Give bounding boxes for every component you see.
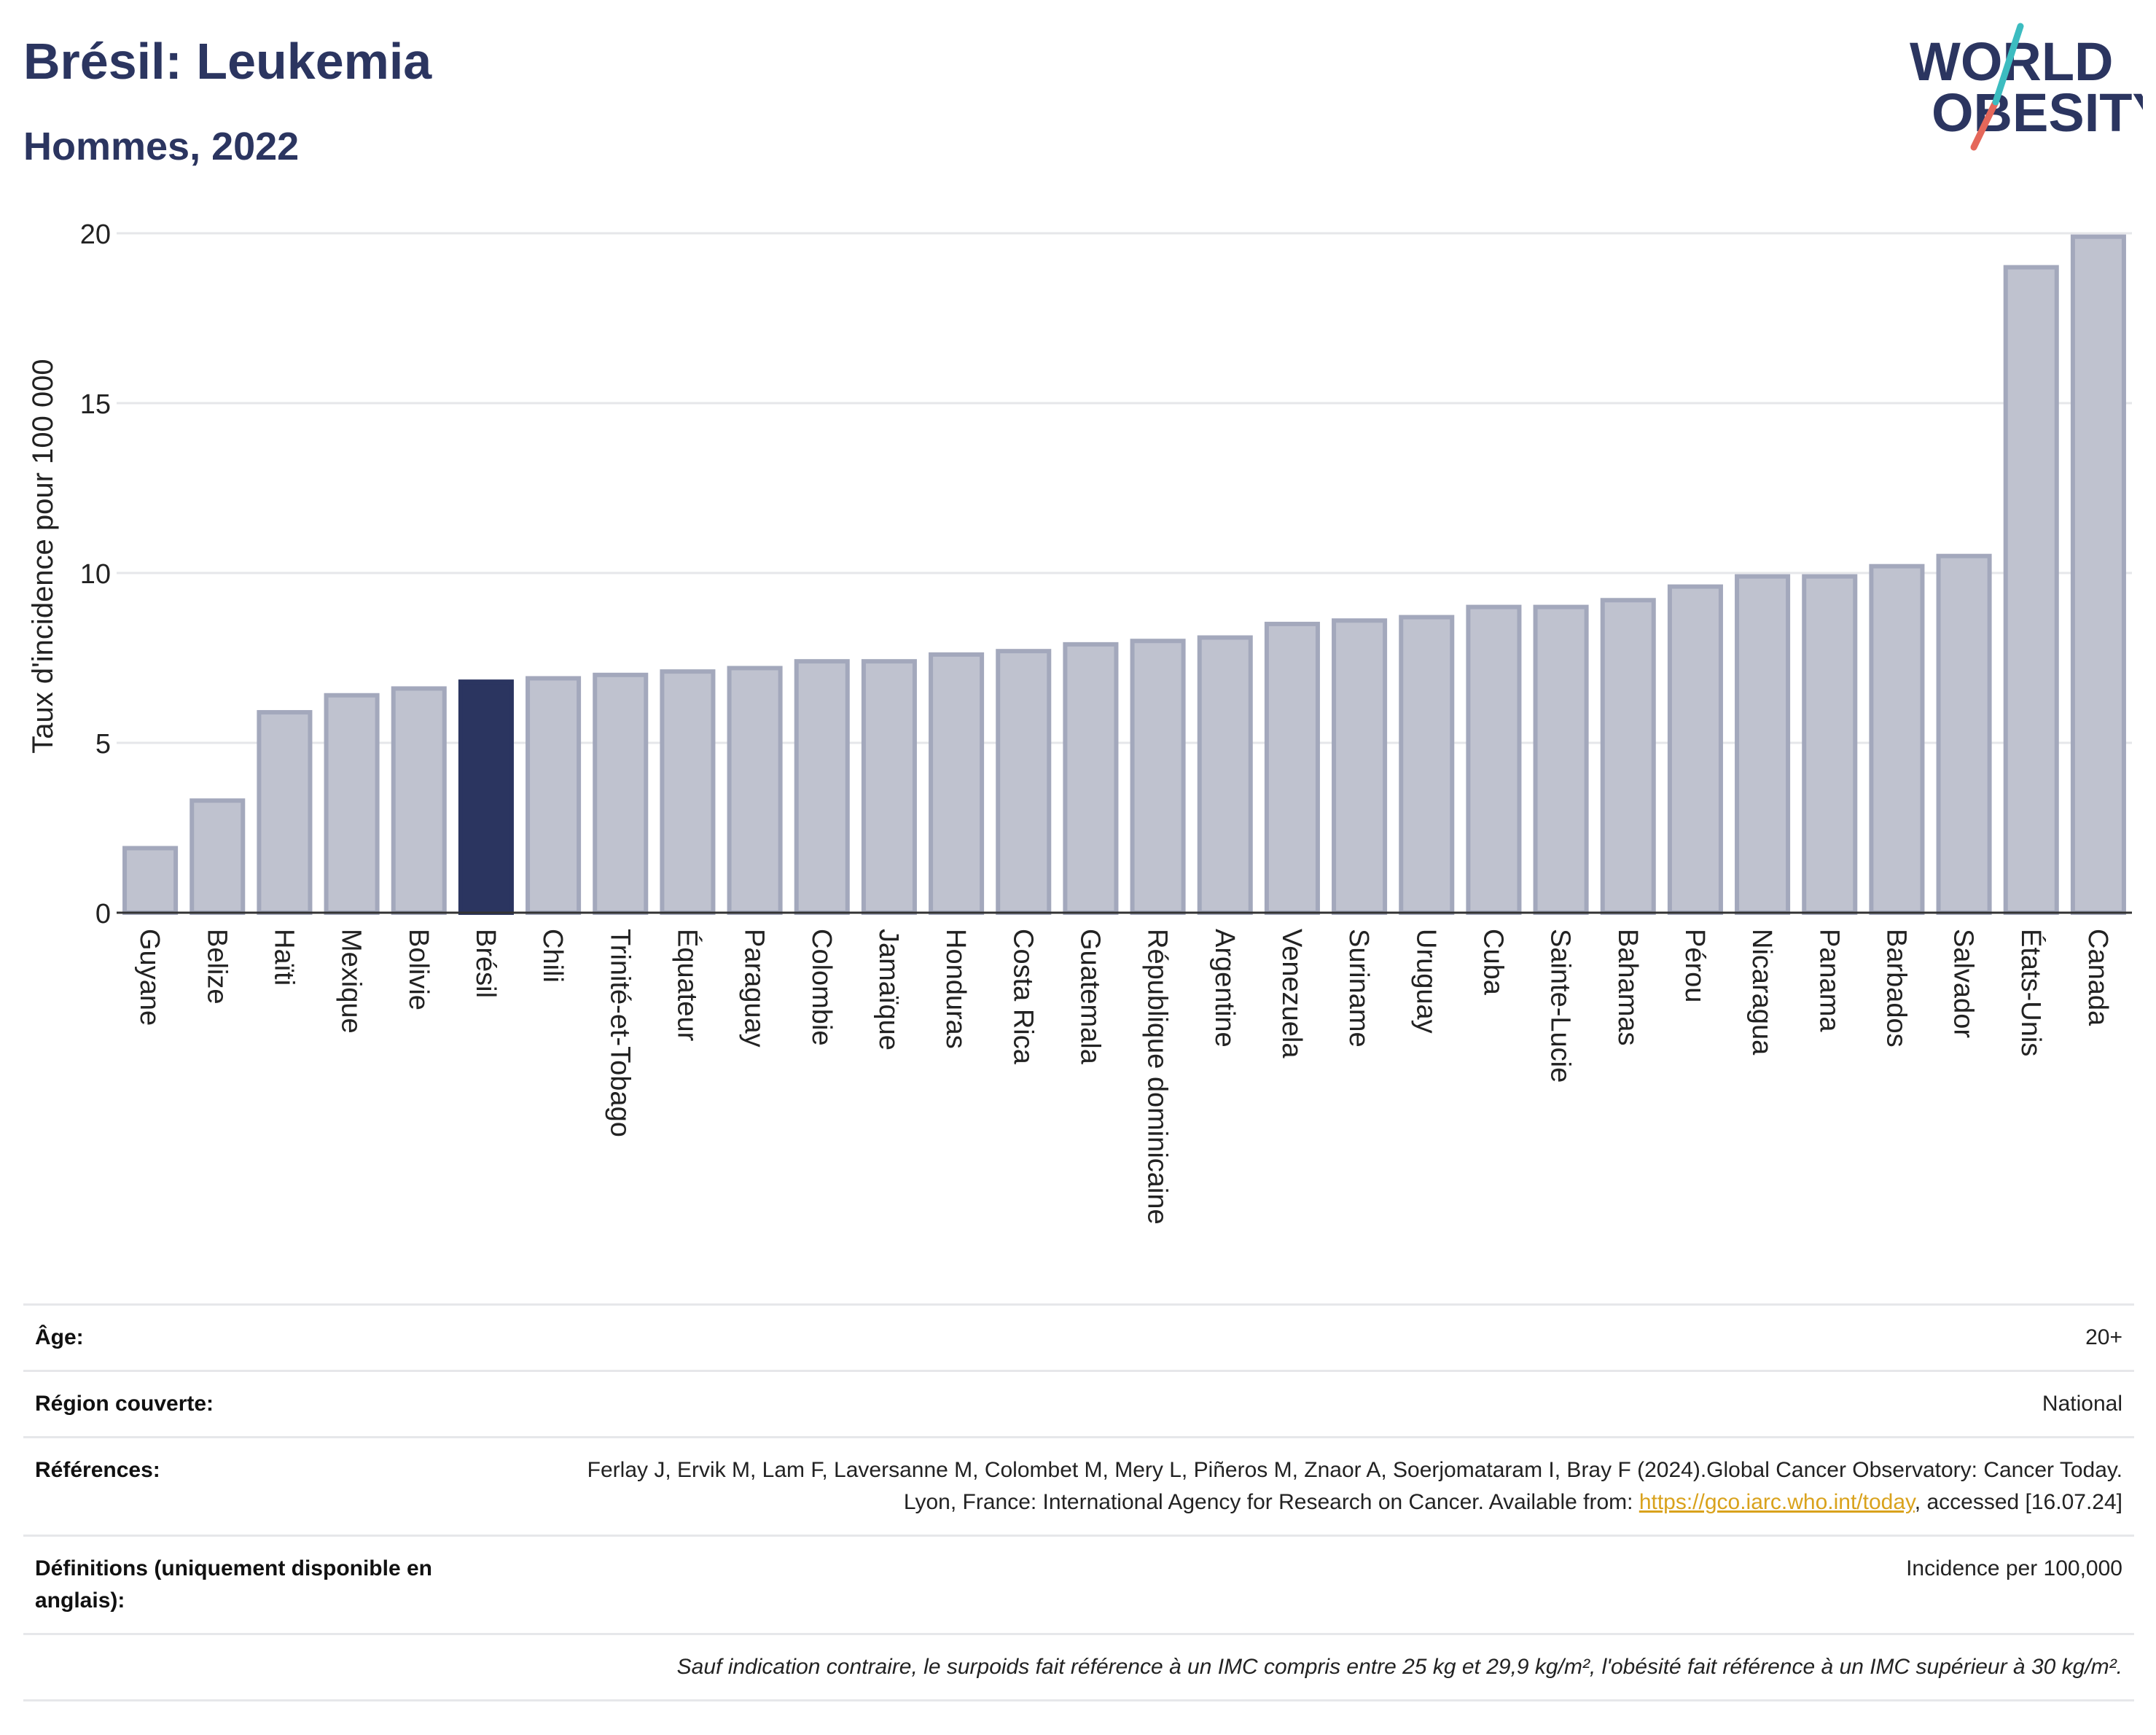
y-axis-ticks: 0 5 10 15 20: [80, 219, 111, 929]
bar-13: [996, 649, 1052, 915]
references-value: Ferlay J, Ervik M, Lam F, Laversanne M, …: [520, 1436, 2134, 1536]
x-tick-label: Guatemala: [1074, 929, 1105, 1065]
y-tick-label: 0: [95, 899, 111, 929]
x-tick-label: Mexique: [336, 929, 367, 1034]
definitions-label: Définitions (uniquement disponible en an…: [23, 1535, 520, 1634]
x-tick-label: Chili: [537, 929, 568, 983]
bar-14: [1063, 642, 1119, 915]
x-tick-label: Canada: [2082, 929, 2113, 1026]
x-tick-label: Haïti: [268, 929, 299, 986]
meta-row-region: Région couverte: National: [23, 1370, 2134, 1438]
references-link[interactable]: https://gco.iarc.who.int/today: [1639, 1490, 1915, 1514]
bar-23: [1667, 584, 1723, 915]
x-tick-label: Venezuela: [1276, 929, 1307, 1058]
bar-21: [1533, 604, 1589, 915]
x-axis-labels: Guyane Belize Haïti Mexique Bolivie Brésil Chi…: [134, 929, 2113, 1225]
y-tick-label: 20: [80, 219, 111, 250]
bar-0: [122, 846, 179, 915]
x-tick-label: Colombie: [806, 929, 837, 1046]
region-label: Région couverte:: [23, 1370, 520, 1438]
bar-5: [458, 679, 514, 915]
metadata-table: Âge: 20+ Région couverte: National Référ…: [23, 1303, 2134, 1701]
bar-15: [1130, 639, 1186, 915]
bar-6: [526, 676, 582, 916]
bar-29: [2070, 234, 2126, 916]
bar-22: [1600, 598, 1656, 916]
chart-title: Brésil: Leukemia: [23, 33, 432, 90]
meta-row-footnote: Sauf indication contraire, le surpoids f…: [23, 1633, 2134, 1701]
x-tick-label: États-Unis: [2015, 929, 2047, 1056]
bar-4: [391, 686, 447, 915]
region-value: National: [520, 1370, 2134, 1438]
x-tick-label: Trinité-et-Tobago: [604, 929, 635, 1137]
references-tail: , accessed [16.07.24]: [1914, 1490, 2122, 1514]
bar-12: [929, 652, 985, 916]
bar-7: [593, 672, 649, 915]
chart-subtitle: Hommes, 2022: [23, 125, 300, 168]
y-tick-label: 15: [80, 389, 111, 420]
bar-1: [190, 798, 246, 915]
y-tick-label: 5: [95, 729, 111, 760]
x-tick-label: Panama: [1813, 929, 1844, 1032]
x-tick-label: Équateur: [671, 929, 703, 1042]
x-tick-label: Cuba: [1477, 929, 1508, 996]
bar-28: [2003, 265, 2059, 916]
x-tick-label: Argentine: [1209, 929, 1240, 1048]
x-tick-label: Pérou: [1679, 929, 1710, 1002]
x-tick-label: Guyane: [134, 929, 165, 1026]
bar-20: [1466, 604, 1522, 915]
bar-11: [861, 659, 917, 915]
age-value: 20+: [520, 1303, 2134, 1371]
x-tick-label: Sainte-Lucie: [1545, 929, 1576, 1083]
bar-16: [1197, 635, 1253, 915]
y-tick-label: 10: [80, 559, 111, 590]
bar-3: [324, 693, 380, 915]
x-tick-label: Costa Rica: [1007, 929, 1038, 1065]
meta-row-references: Références: Ferlay J, Ervik M, Lam F, La…: [23, 1436, 2134, 1536]
bar-2: [257, 710, 313, 915]
bar-9: [727, 666, 783, 915]
bars: [122, 234, 2126, 916]
age-label: Âge:: [23, 1303, 520, 1371]
bar-chart: 0 5 10 15 20 Guyane Belize Haïti Mexique Bolivie…: [27, 219, 2132, 1225]
bar-10: [794, 659, 850, 915]
x-tick-label: Brésil: [470, 929, 501, 998]
x-tick-label: Barbados: [1880, 929, 1911, 1048]
logo-word-2: OBESITY: [1932, 82, 2143, 143]
bar-27: [1936, 553, 1992, 915]
x-tick-label: Belize: [201, 929, 232, 1005]
x-tick-label: Paraguay: [739, 929, 770, 1048]
x-tick-label: Suriname: [1343, 929, 1374, 1048]
bar-8: [660, 669, 716, 915]
x-tick-label: Bolivie: [403, 929, 434, 1010]
x-tick-label: Uruguay: [1410, 929, 1441, 1034]
bar-24: [1735, 574, 1791, 915]
x-tick-label: Salvador: [1948, 929, 1979, 1038]
x-tick-label: Nicaragua: [1746, 929, 1777, 1056]
bar-25: [1802, 574, 1858, 915]
bar-19: [1399, 615, 1455, 916]
y-axis-title: Taux d'incidence pour 100 000: [27, 359, 59, 753]
x-tick-label: Jamaïque: [873, 929, 904, 1050]
references-label: Références:: [23, 1436, 520, 1536]
references-text: Ferlay J, Ervik M, Lam F, Laversanne M, …: [587, 1458, 2122, 1514]
definitions-value: Incidence per 100,000: [520, 1535, 2134, 1634]
bar-17: [1264, 621, 1320, 916]
x-tick-label: Bahamas: [1612, 929, 1643, 1046]
footnote: Sauf indication contraire, le surpoids f…: [23, 1633, 2134, 1701]
bar-18: [1332, 618, 1388, 915]
world-obesity-logo: WORLD OBESITY: [1910, 23, 2143, 151]
meta-row-age: Âge: 20+: [23, 1303, 2134, 1371]
x-tick-label: Honduras: [940, 929, 971, 1049]
bar-26: [1869, 564, 1925, 915]
x-tick-label: République dominicaine: [1142, 929, 1173, 1225]
meta-row-definitions: Définitions (uniquement disponible en an…: [23, 1535, 2134, 1634]
